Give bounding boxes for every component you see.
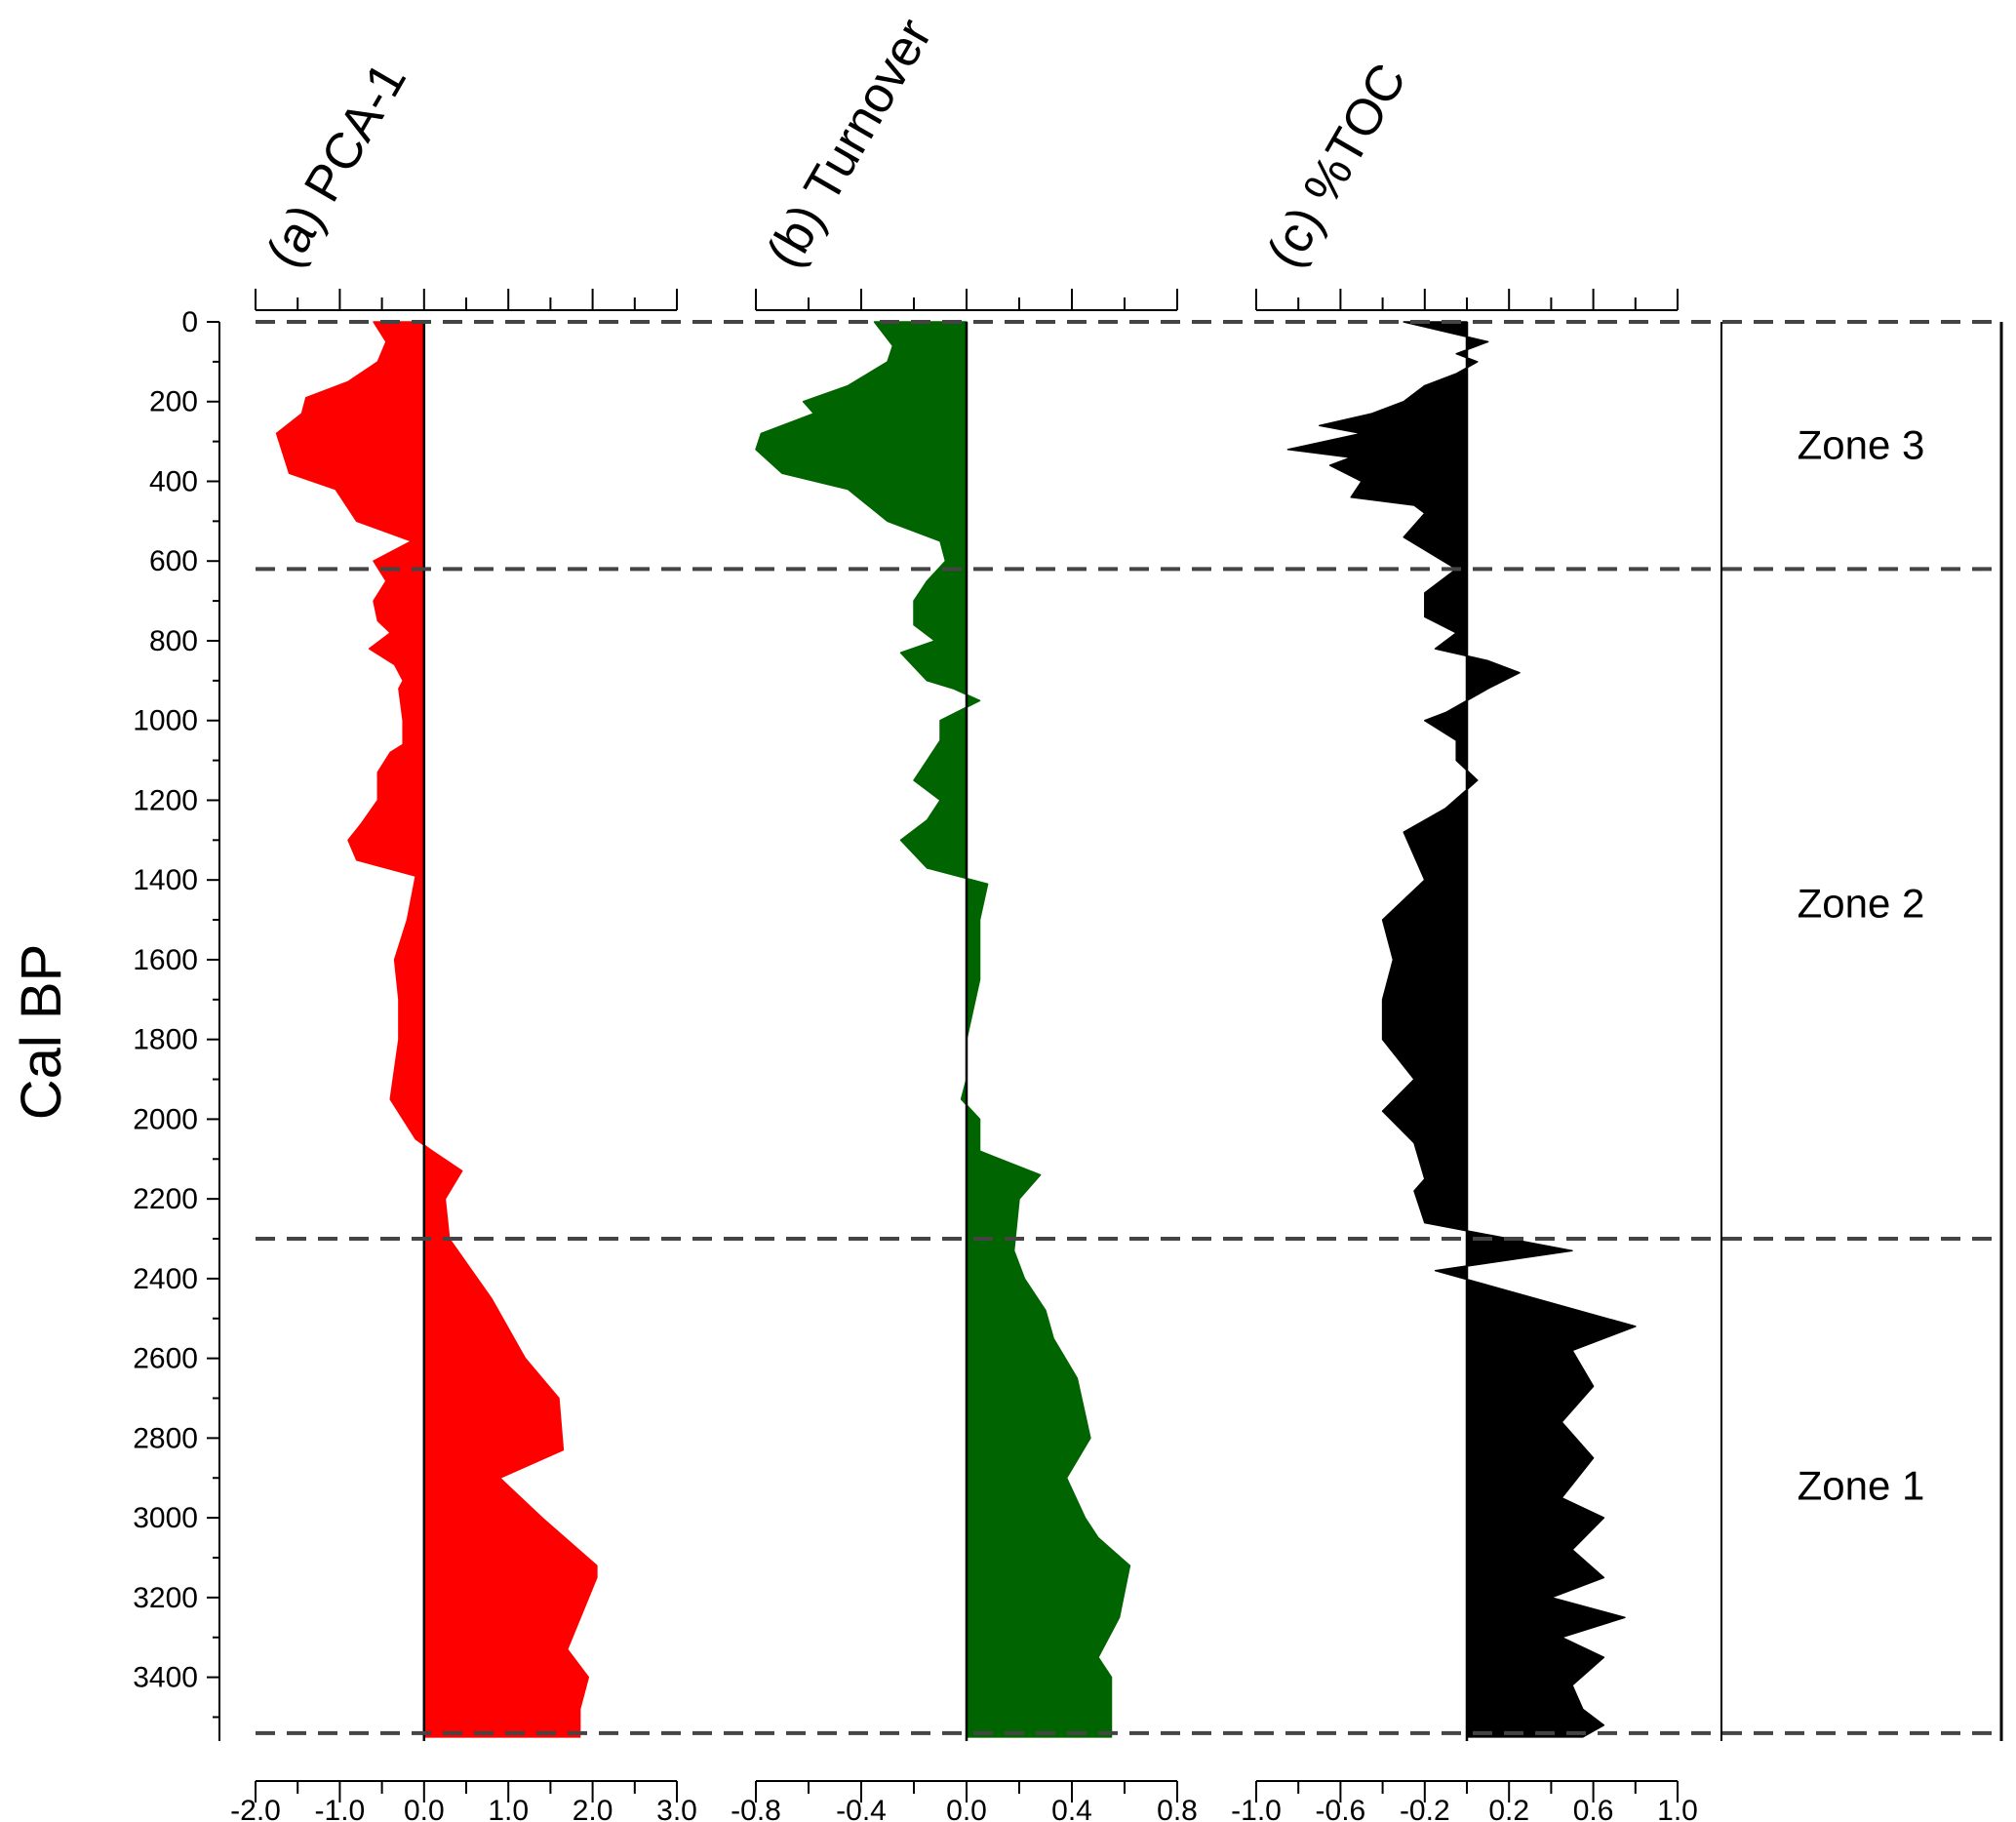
panels: -2.0 -1.0 0.0 1.0 2.0 3.0 (a) PCA-1 -0.8 -0.4 0.0… <box>230 10 1698 1822</box>
y-axis: 0 200 400 600 800 1000 1200 1400 1600 1800 2000 220… <box>10 306 220 1741</box>
x-tick-label: 0.0 <box>404 1795 445 1822</box>
panel-1-area <box>275 321 598 1738</box>
x-tick-label: 0.0 <box>946 1795 987 1822</box>
zone-label: Zone 2 <box>1798 881 1925 927</box>
panel-2-title: (b) Turnover <box>756 10 943 277</box>
y-tick-label: 2400 <box>133 1263 198 1295</box>
panel-1: -2.0 -1.0 0.0 1.0 2.0 3.0 (a) PCA-1 <box>230 54 697 1822</box>
x-tick-label: -2.0 <box>230 1795 281 1822</box>
panel-1-title: (a) PCA-1 <box>256 54 417 277</box>
y-tick-label: 1400 <box>133 864 198 896</box>
x-tick-label: -0.2 <box>1400 1795 1450 1822</box>
x-tick-label: 1.0 <box>1657 1795 1698 1822</box>
y-tick-label: 2800 <box>133 1422 198 1454</box>
y-tick-label: 3000 <box>133 1502 198 1534</box>
x-tick-label: 3.0 <box>656 1795 697 1822</box>
y-tick-label: 400 <box>149 465 198 497</box>
panel-3-title: (c) %TOC <box>1256 55 1417 277</box>
y-tick-label: 600 <box>149 545 198 577</box>
panel-3: -1.0 -0.6 -0.2 0.2 0.6 1.0 (c) %TOC <box>1231 55 1698 1822</box>
y-tick-label: 2200 <box>133 1183 198 1215</box>
y-tick-label: 2600 <box>133 1343 198 1375</box>
y-tick-label: 1000 <box>133 705 198 737</box>
y-tick-label: 800 <box>149 625 198 657</box>
x-tick-label: 2.0 <box>573 1795 613 1822</box>
panel-2-area <box>755 321 1131 1738</box>
x-tick-label: 0.2 <box>1488 1795 1529 1822</box>
x-tick-label: 0.8 <box>1157 1795 1198 1822</box>
x-tick-label: 1.0 <box>488 1795 529 1822</box>
y-tick-label: 0 <box>181 306 198 338</box>
x-tick-label: -0.4 <box>836 1795 887 1822</box>
y-tick-label: 200 <box>149 386 198 418</box>
x-tick-label: -0.6 <box>1316 1795 1366 1822</box>
y-axis-title: Cal BP <box>10 944 73 1121</box>
zone-label: Zone 3 <box>1798 422 1925 468</box>
zone-label: Zone 1 <box>1798 1462 1925 1508</box>
x-tick-label: -1.0 <box>1231 1795 1282 1822</box>
panel-3-area <box>1286 321 1637 1738</box>
x-tick-label: -0.8 <box>731 1795 781 1822</box>
y-tick-label: 1200 <box>133 784 198 816</box>
x-tick-label: 0.6 <box>1573 1795 1614 1822</box>
y-tick-label: 1600 <box>133 944 198 976</box>
zone-separators: Zone 3 Zone 2 Zone 1 <box>256 320 2003 1741</box>
y-tick-label: 1800 <box>133 1024 198 1056</box>
x-tick-label: 0.4 <box>1051 1795 1092 1822</box>
panel-2: -0.8 -0.4 0.0 0.4 0.8 (b) Turnover <box>731 10 1198 1822</box>
x-tick-label: -1.0 <box>315 1795 366 1822</box>
y-tick-label: 2000 <box>133 1103 198 1135</box>
y-tick-label: 3200 <box>133 1582 198 1614</box>
y-tick-label: 3400 <box>133 1662 198 1694</box>
